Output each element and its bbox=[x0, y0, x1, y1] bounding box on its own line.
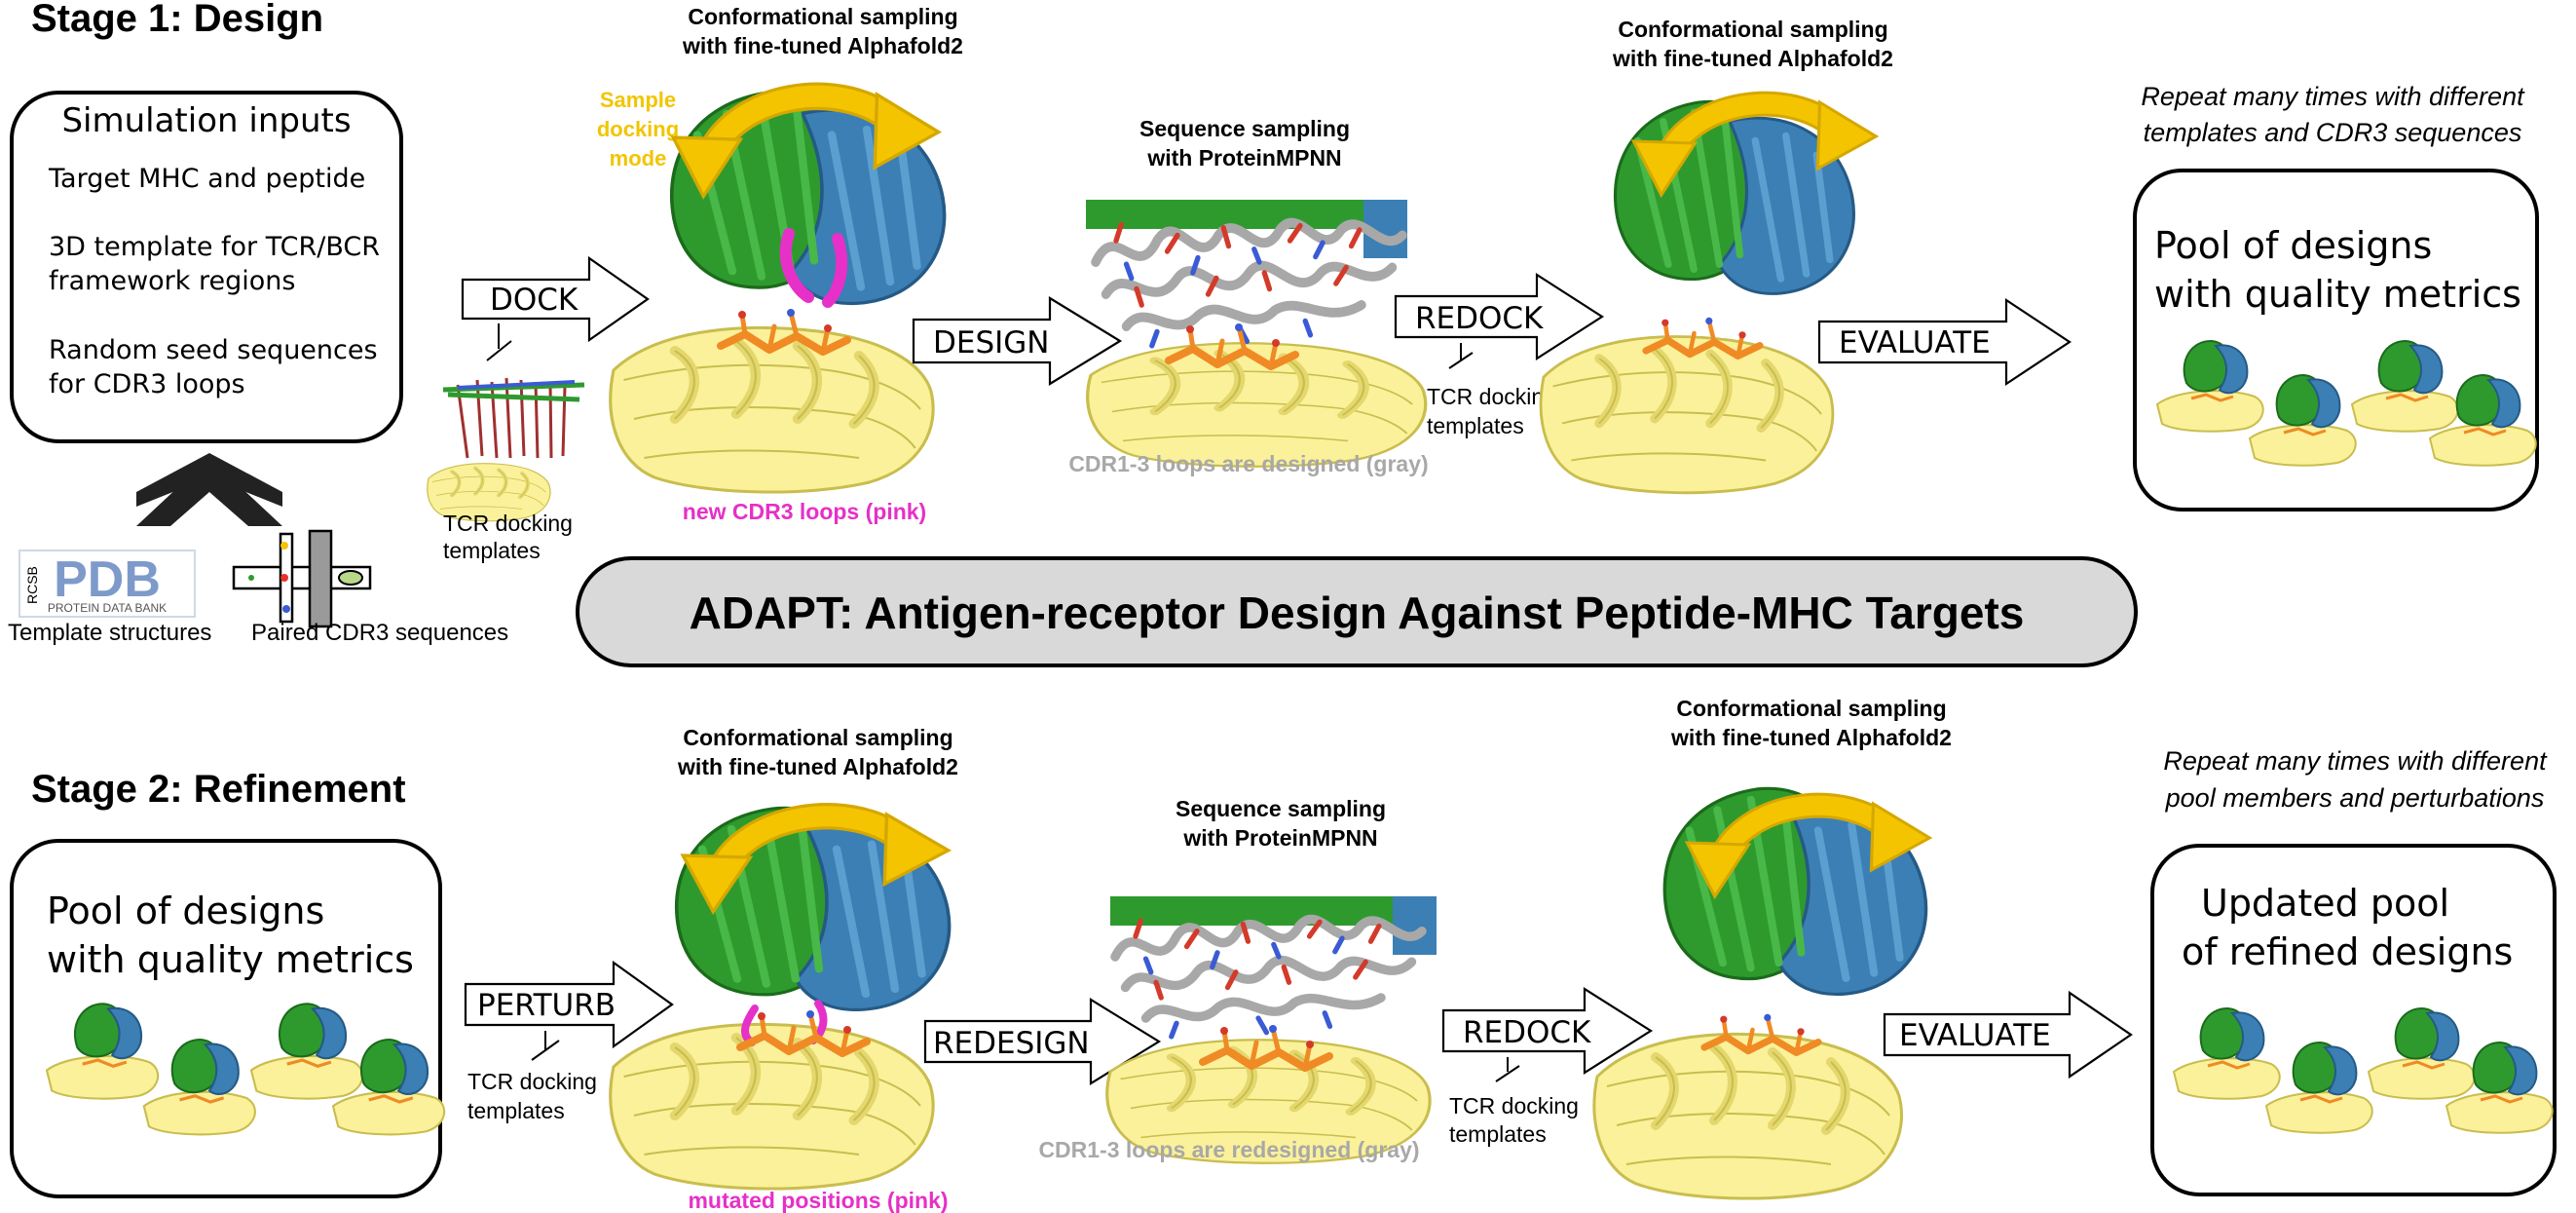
new-cdr3-note: new CDR3 loops (pink) bbox=[683, 499, 926, 524]
redock-1-label: REDOCK bbox=[1415, 301, 1544, 336]
redock-2-inhibit-connector bbox=[1495, 1057, 1520, 1082]
structure-conf-sampling-4 bbox=[1594, 788, 1929, 1198]
pdb-logo: RCSB PDB PROTEIN DATA BANK bbox=[19, 550, 196, 618]
pdb-logo-rcsb: RCSB bbox=[24, 566, 40, 604]
conf-sampling-4-line1: Conformational sampling bbox=[1676, 696, 1946, 721]
seq-sampling-2-line2: with ProteinMPNN bbox=[1182, 825, 1377, 851]
pool-box-1-line2: with quality metrics bbox=[2154, 273, 2521, 316]
redock-1-inhibit-connector bbox=[1448, 343, 1474, 369]
sample-docking-line1: Sample bbox=[600, 88, 676, 112]
cdr-designed-note: CDR1-3 loops are designed (gray) bbox=[1068, 451, 1428, 476]
pool-box-2-line1: Pool of designs bbox=[47, 890, 324, 932]
repeat-1-line2: templates and CDR3 sequences bbox=[2144, 118, 2522, 147]
sample-docking-line3: mode bbox=[610, 146, 667, 171]
page-title: ADAPT: Antigen-receptor Design Against P… bbox=[690, 588, 2025, 638]
repeat-2-line1: Repeat many times with different bbox=[2163, 746, 2548, 776]
pool-box-2-line2: with quality metrics bbox=[47, 938, 414, 981]
input-item-seed-line1: Random seed sequences bbox=[49, 335, 378, 365]
repeat-2-line2: pool members and perturbations bbox=[2165, 783, 2545, 813]
evaluate-2-step-arrow: EVALUATE bbox=[1883, 990, 2133, 1080]
design-label: DESIGN bbox=[933, 325, 1050, 360]
structure-conf-sampling-3 bbox=[611, 808, 950, 1189]
pool-box-1-line1: Pool of designs bbox=[2154, 224, 2432, 267]
conf-sampling-2-line1: Conformational sampling bbox=[1618, 17, 1887, 42]
redock-2-templates-line1: TCR docking bbox=[1449, 1093, 1579, 1118]
conf-sampling-4-line2: with fine-tuned Alphafold2 bbox=[1670, 725, 1952, 750]
evaluate-1-step-arrow: EVALUATE bbox=[1817, 297, 2072, 387]
perturb-templates-line2: templates bbox=[467, 1098, 565, 1123]
structure-seq-sampling-1 bbox=[1086, 200, 1426, 467]
input-item-mhc: Target MHC and peptide bbox=[48, 164, 365, 194]
perturb-inhibit-connector bbox=[531, 1031, 560, 1061]
dock-templates-line1: TCR docking bbox=[443, 511, 573, 536]
seq-sampling-1-line2: with ProteinMPNN bbox=[1146, 145, 1341, 171]
perturb-step-arrow: PERTURB bbox=[464, 960, 674, 1049]
seq-sampling-1-line1: Sequence sampling bbox=[1139, 116, 1350, 141]
repeat-1-line1: Repeat many times with different bbox=[2141, 82, 2525, 111]
dock-templates-line2: templates bbox=[443, 538, 541, 563]
conf-sampling-1-line1: Conformational sampling bbox=[688, 4, 957, 29]
perturb-templates-line1: TCR docking bbox=[467, 1069, 597, 1094]
redock-2-step-arrow: REDOCK bbox=[1441, 987, 1654, 1075]
pdb-caption: Template structures bbox=[8, 620, 211, 646]
redock-1-templates-line2: templates bbox=[1427, 413, 1524, 438]
redesign-step-arrow: REDESIGN bbox=[923, 998, 1162, 1085]
pool-box-stage1: Pool of designs with quality metrics bbox=[2133, 169, 2539, 512]
redock-1-step-arrow: REDOCK bbox=[1394, 272, 1605, 361]
cdr3-caption: Paired CDR3 sequences bbox=[251, 620, 508, 646]
pdb-logo-text: PDB bbox=[54, 551, 161, 608]
dock-label: DOCK bbox=[490, 283, 579, 318]
input-arrows-icon bbox=[136, 453, 282, 526]
design-step-arrow: DESIGN bbox=[912, 296, 1123, 386]
structure-conf-sampling-1 bbox=[611, 92, 945, 492]
updated-pool-box: Updated pool of refined designs bbox=[2150, 844, 2557, 1196]
redock-2-templates-line2: templates bbox=[1449, 1121, 1547, 1147]
updated-pool-line2: of refined designs bbox=[2182, 930, 2513, 973]
input-item-template-line1: 3D template for TCR/BCR bbox=[49, 232, 380, 262]
redock-2-label: REDOCK bbox=[1463, 1015, 1591, 1050]
inputs-box-title: Simulation inputs bbox=[61, 101, 351, 140]
input-item-seed-line2: for CDR3 loops bbox=[49, 369, 245, 399]
pool-box-stage2: Pool of designs with quality metrics bbox=[10, 839, 444, 1198]
perturb-label: PERTURB bbox=[477, 988, 616, 1023]
mutated-note: mutated positions (pink) bbox=[688, 1188, 948, 1213]
dock-inhibit-connector bbox=[486, 323, 512, 361]
evaluate-1-label: EVALUATE bbox=[1839, 325, 1991, 360]
seq-sampling-2-line1: Sequence sampling bbox=[1176, 796, 1386, 821]
cdr3-sequences-icon bbox=[232, 529, 372, 628]
dock-step-arrow: DOCK bbox=[461, 255, 650, 343]
input-item-template-line2: framework regions bbox=[49, 266, 295, 296]
structure-conf-sampling-2 bbox=[1541, 101, 1876, 492]
redesign-label: REDESIGN bbox=[933, 1026, 1090, 1061]
conf-sampling-3-line1: Conformational sampling bbox=[683, 725, 952, 750]
conf-sampling-2-line2: with fine-tuned Alphafold2 bbox=[1612, 46, 1893, 71]
structure-seq-sampling-2 bbox=[1107, 896, 1437, 1163]
sample-docking-line2: docking bbox=[597, 117, 679, 141]
updated-pool-line1: Updated pool bbox=[2201, 882, 2449, 925]
conf-sampling-1-line2: with fine-tuned Alphafold2 bbox=[682, 33, 963, 58]
stage1-heading: Stage 1: Design bbox=[31, 0, 323, 40]
evaluate-2-label: EVALUATE bbox=[1899, 1018, 2051, 1053]
pdb-logo-sub: PROTEIN DATA BANK bbox=[48, 601, 167, 615]
redock-1-templates-line1: TCR docking bbox=[1427, 384, 1556, 409]
stage2-heading: Stage 2: Refinement bbox=[31, 768, 406, 811]
cdr-redesigned-note: CDR1-3 loops are redesigned (gray) bbox=[1038, 1137, 1419, 1162]
title-banner: ADAPT: Antigen-receptor Design Against P… bbox=[576, 556, 2138, 667]
docking-templates-ensemble bbox=[428, 377, 585, 521]
conf-sampling-3-line2: with fine-tuned Alphafold2 bbox=[677, 754, 958, 779]
simulation-inputs-box: Simulation inputs Target MHC and peptide… bbox=[10, 91, 403, 443]
